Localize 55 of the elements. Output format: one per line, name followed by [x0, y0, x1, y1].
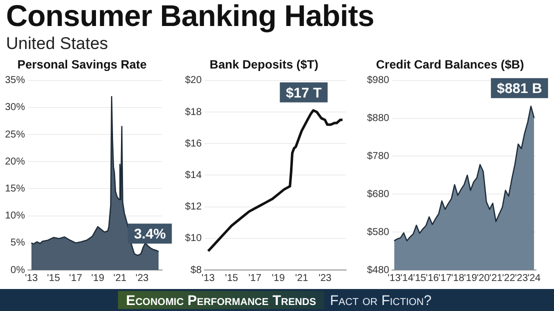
x-tick-label: '15: [46, 272, 60, 284]
y-tick-label: 30%: [5, 102, 26, 114]
y-tick-label: $680: [366, 188, 390, 200]
text: Fact or Fiction?: [330, 291, 432, 309]
y-tick-label: 5%: [10, 238, 26, 249]
x-tick-label: '21: [489, 272, 503, 284]
x-tick-label: '21: [295, 272, 309, 284]
x-tick-label: '13: [24, 272, 38, 284]
annotation: $881 B: [496, 80, 542, 96]
y-tick-label: 10%: [5, 210, 26, 222]
y-tick-label: 20%: [5, 156, 26, 168]
text: Consumer Banking Habits: [6, 0, 374, 34]
annotation: $17 T: [286, 84, 322, 100]
y-tick-label: $8: [190, 264, 202, 276]
x-tick-label: '22: [502, 272, 516, 284]
x-tick-label: '17: [438, 272, 452, 284]
y-tick-label: 25%: [5, 129, 26, 140]
y-tick-label: $20: [184, 75, 202, 86]
x-tick-label: '24: [528, 272, 542, 284]
y-tick-label: $480: [366, 264, 390, 276]
x-tick-label: '19: [464, 272, 478, 284]
x-tick-label: '13: [388, 272, 402, 284]
x-tick-label: '18: [451, 272, 465, 284]
y-tick-label: $980: [366, 75, 390, 86]
y-tick-label: $12: [184, 202, 202, 213]
y-tick-label: $10: [184, 233, 202, 244]
x-tick-label: '15: [413, 272, 427, 284]
y-tick-label: $880: [366, 113, 390, 124]
x-tick-label: '14: [400, 272, 414, 284]
y-tick-label: $16: [184, 138, 202, 150]
x-tick-label: '17: [248, 272, 262, 284]
x-tick-label: '21: [113, 272, 127, 284]
x-tick-label: '23: [318, 272, 332, 284]
x-tick-label: '23: [136, 272, 150, 284]
text: Economic Performance Trends: [118, 291, 324, 309]
annotation: 3.4%: [134, 225, 166, 242]
x-tick-label: '17: [69, 272, 83, 284]
x-tick-label: '23: [514, 272, 528, 284]
y-tick-label: $580: [366, 226, 390, 238]
x-tick-label: '16: [426, 272, 440, 284]
y-tick-label: 0%: [10, 264, 26, 276]
y-tick-label: $18: [184, 106, 202, 118]
chart-title: Personal Savings Rate: [17, 58, 148, 72]
y-tick-label: 35%: [5, 75, 26, 86]
x-tick-label: '19: [91, 272, 105, 284]
chart-title: Bank Deposits ($T): [210, 58, 318, 72]
x-tick-label: '15: [225, 272, 238, 284]
y-tick-label: $14: [184, 170, 202, 181]
text: United States: [6, 34, 110, 54]
y-tick-label: $780: [366, 150, 390, 162]
y-tick-label: 15%: [5, 183, 26, 194]
chart-title: Credit Card Balances ($B): [376, 58, 524, 72]
x-tick-label: '20: [476, 272, 490, 284]
x-tick-label: '13: [202, 272, 216, 284]
x-tick-label: '19: [272, 272, 286, 284]
